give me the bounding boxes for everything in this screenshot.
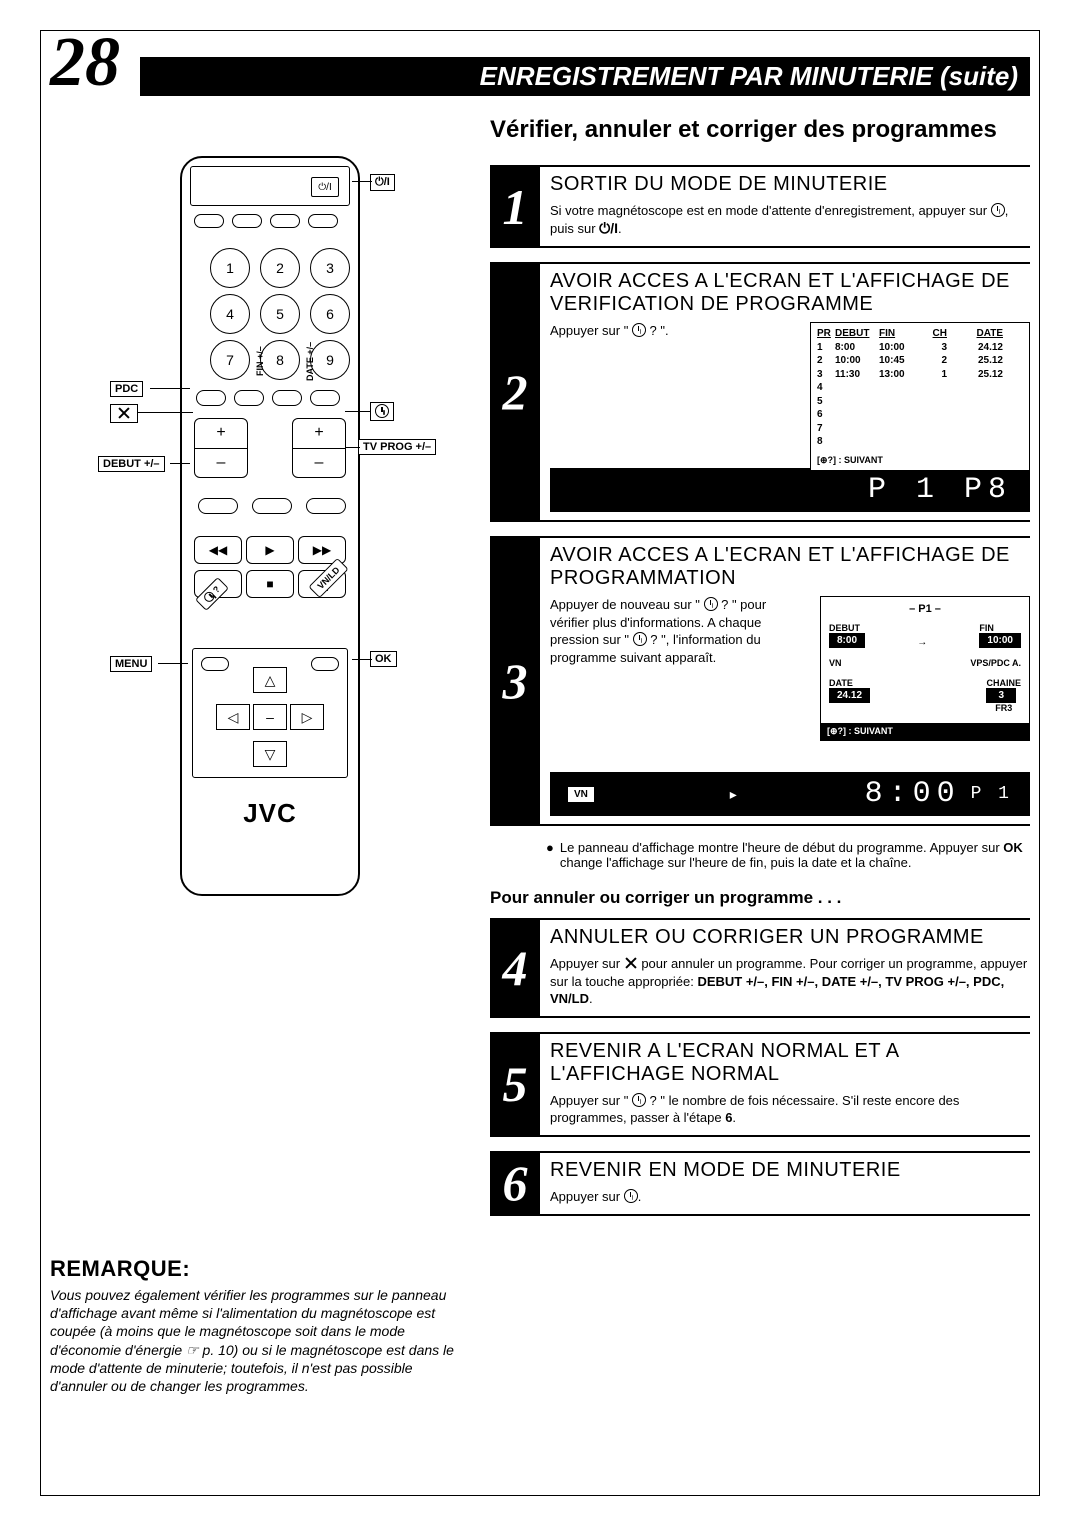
step-6-text: Appuyer sur . <box>550 1188 1030 1206</box>
step-2-number: 2 <box>490 262 540 522</box>
step-5-text: Appuyer sur " ? " le nombre de fois néce… <box>550 1092 1030 1127</box>
num-2: 2 <box>260 248 300 288</box>
step-3-text: Appuyer de nouveau sur " ? " pour vérifi… <box>550 596 770 666</box>
cancel-callout <box>110 404 138 423</box>
clock-icon <box>633 632 647 646</box>
menu-callout: MENU <box>110 656 152 672</box>
lcd-display-2: VN ▸ 8:00 P 1 <box>550 772 1030 816</box>
debut-callout: DEBUT +/– <box>98 456 165 472</box>
step-5-number: 5 <box>490 1032 540 1137</box>
step-3: 3 AVOIR ACCES A L'ECRAN ET L'AFFICHAGE D… <box>490 536 1030 826</box>
step-4-number: 4 <box>490 918 540 1018</box>
step-6-title: REVENIR EN MODE DE MINUTERIE <box>550 1159 1030 1182</box>
sub-heading: Pour annuler ou corriger un programme . … <box>490 888 1030 908</box>
brand-logo: JVC <box>182 798 358 829</box>
num-9: 9 <box>310 340 350 380</box>
program-detail-box: – P1 – DEBUT 8:00 → FIN 10:00 <box>820 596 1030 741</box>
step-2-text: Appuyer sur " ? ". <box>550 322 770 340</box>
step-5: 5 REVENIR A L'ECRAN NORMAL ET A L'AFFICH… <box>490 1032 1030 1137</box>
step-1: 1 SORTIR DU MODE DE MINUTERIE Si votre m… <box>490 165 1030 248</box>
section-heading: Vérifier, annuler et corriger des progra… <box>490 116 1030 145</box>
ok-callout: OK <box>370 651 397 667</box>
step-6-number: 6 <box>490 1151 540 1216</box>
tvprog-callout: TV PROG +/– <box>358 439 436 455</box>
step-2: 2 AVOIR ACCES A L'ECRAN ET L'AFFICHAGE D… <box>490 262 1030 522</box>
page-number: 28 <box>50 35 120 91</box>
num-1: 1 <box>210 248 250 288</box>
clock-icon <box>624 1189 638 1203</box>
schedule-table: PR DEBUT FIN CH DATE 18:0010:00324.12210… <box>810 322 1030 471</box>
power-icon: ⏻/I <box>599 220 618 236</box>
clock-icon <box>991 203 1005 217</box>
clock-icon <box>704 597 718 611</box>
step-4-title: ANNULER OU CORRIGER UN PROGRAMME <box>550 926 1030 949</box>
num-4: 4 <box>210 294 250 334</box>
step-4-text: Appuyer sur pour annuler un programme. P… <box>550 955 1030 1008</box>
step-6: 6 REVENIR EN MODE DE MINUTERIE Appuyer s… <box>490 1151 1030 1216</box>
step-5-title: REVENIR A L'ECRAN NORMAL ET A L'AFFICHAG… <box>550 1040 1030 1086</box>
num-5: 5 <box>260 294 300 334</box>
step-3-number: 3 <box>490 536 540 826</box>
step-4: 4 ANNULER OU CORRIGER UN PROGRAMME Appuy… <box>490 918 1030 1018</box>
step-2-title: AVOIR ACCES A L'ECRAN ET L'AFFICHAGE DE … <box>550 270 1030 316</box>
remote-illustration: ⏻/I 1 2 3 4 5 6 7 8 9 <box>120 156 400 896</box>
clock-callout <box>370 402 394 421</box>
remark-heading: REMARQUE: <box>50 1256 470 1282</box>
step-1-number: 1 <box>490 165 540 248</box>
power-button: ⏻/I <box>311 177 339 197</box>
step-1-title: SORTIR DU MODE DE MINUTERIE <box>550 173 1030 196</box>
cancel-icon <box>117 406 131 420</box>
step-3-note: ● Le panneau d'affichage montre l'heure … <box>546 840 1030 870</box>
fin-rot-label: FIN +/– <box>255 346 265 376</box>
remark-text: Vous pouvez également vérifier les progr… <box>50 1286 470 1395</box>
clock-icon <box>375 404 389 418</box>
cancel-icon <box>624 956 638 970</box>
num-7: 7 <box>210 340 250 380</box>
step-3-title: AVOIR ACCES A L'ECRAN ET L'AFFICHAGE DE … <box>550 544 1030 590</box>
step-1-text: Si votre magnétoscope est en mode d'atte… <box>550 202 1030 238</box>
num-6: 6 <box>310 294 350 334</box>
num-3: 3 <box>310 248 350 288</box>
clock-icon <box>202 590 216 604</box>
clock-icon <box>632 1093 646 1107</box>
clock-icon <box>632 323 646 337</box>
pdc-callout: PDC <box>110 381 143 397</box>
power-callout: ⏻/I <box>370 174 395 191</box>
num-8: 8 <box>260 340 300 380</box>
header-title: ENREGISTREMENT PAR MINUTERIE (suite) <box>140 57 1030 96</box>
date-rot-label: DATE +/– <box>305 342 315 381</box>
lcd-display-1: P 1 P8 <box>550 468 1030 512</box>
